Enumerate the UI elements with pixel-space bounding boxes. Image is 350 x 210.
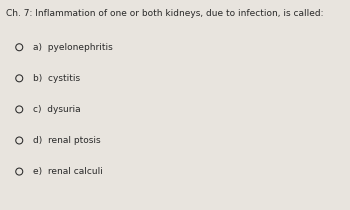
Text: d)  renal ptosis: d) renal ptosis	[33, 136, 101, 145]
Text: b)  cystitis: b) cystitis	[33, 74, 80, 83]
Text: e)  renal calculi: e) renal calculi	[33, 167, 103, 176]
Text: c)  dysuria: c) dysuria	[33, 105, 81, 114]
Text: Ch. 7: Inflammation of one or both kidneys, due to infection, is called:: Ch. 7: Inflammation of one or both kidne…	[6, 9, 324, 18]
Text: a)  pyelonephritis: a) pyelonephritis	[33, 43, 113, 52]
